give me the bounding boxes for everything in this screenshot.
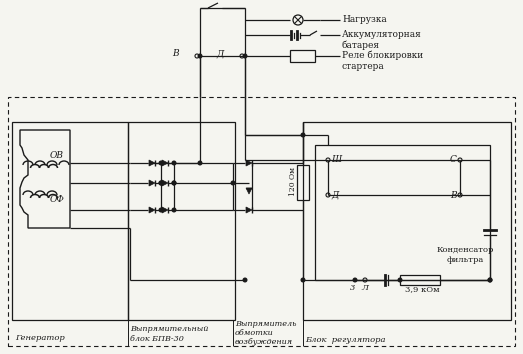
- Circle shape: [243, 54, 247, 58]
- Text: Генератор: Генератор: [15, 334, 65, 342]
- Circle shape: [172, 181, 176, 185]
- Circle shape: [353, 278, 357, 282]
- Text: Ш: Ш: [331, 155, 341, 165]
- Circle shape: [398, 278, 402, 282]
- Text: 3: 3: [350, 284, 356, 292]
- Polygon shape: [149, 180, 155, 186]
- Circle shape: [198, 161, 202, 165]
- Circle shape: [231, 181, 235, 185]
- Text: Д: Д: [217, 50, 227, 58]
- Polygon shape: [246, 207, 252, 213]
- Circle shape: [243, 278, 247, 282]
- Polygon shape: [246, 188, 252, 194]
- Polygon shape: [162, 180, 168, 186]
- Bar: [297, 165, 309, 200]
- Text: Выпрямительный
блок БПВ-30: Выпрямительный блок БПВ-30: [130, 325, 208, 343]
- Circle shape: [198, 54, 202, 58]
- Polygon shape: [246, 160, 252, 166]
- Text: Конденсатор
фильтра: Конденсатор фильтра: [436, 246, 494, 264]
- Bar: [128, 122, 235, 320]
- Circle shape: [301, 133, 305, 137]
- Polygon shape: [162, 207, 168, 213]
- Text: Реле блокировки
стартера: Реле блокировки стартера: [342, 51, 423, 71]
- Bar: [290, 50, 315, 62]
- Bar: [400, 275, 440, 285]
- Circle shape: [488, 278, 492, 282]
- Text: С: С: [450, 155, 457, 165]
- Circle shape: [301, 278, 305, 282]
- Polygon shape: [149, 160, 155, 166]
- Polygon shape: [149, 207, 155, 213]
- Circle shape: [159, 161, 163, 165]
- Bar: [315, 145, 490, 280]
- Text: Д: Д: [331, 190, 338, 200]
- Text: ОВ: ОВ: [50, 150, 64, 160]
- Circle shape: [172, 181, 176, 185]
- Circle shape: [488, 278, 492, 282]
- Text: 3,9 кОм: 3,9 кОм: [405, 285, 440, 293]
- Circle shape: [172, 208, 176, 212]
- Circle shape: [159, 181, 163, 185]
- Text: Нагрузка: Нагрузка: [342, 16, 386, 24]
- Bar: [8, 97, 515, 346]
- Text: В: В: [450, 190, 457, 200]
- Text: Выпрямитель
обмотки
возбуждения: Выпрямитель обмотки возбуждения: [235, 320, 297, 346]
- Bar: [303, 122, 511, 320]
- Bar: [12, 122, 128, 320]
- Circle shape: [159, 181, 163, 185]
- Text: В: В: [173, 50, 182, 58]
- Polygon shape: [162, 160, 168, 166]
- Text: Блок  регулятора: Блок регулятора: [305, 336, 385, 344]
- Circle shape: [159, 208, 163, 212]
- Text: ОФ: ОФ: [50, 195, 65, 205]
- Text: Аккумуляторная
батарея: Аккумуляторная батарея: [342, 30, 422, 50]
- Text: Л: Л: [361, 284, 369, 292]
- Text: 120 Ом: 120 Ом: [289, 167, 297, 196]
- Circle shape: [172, 161, 176, 165]
